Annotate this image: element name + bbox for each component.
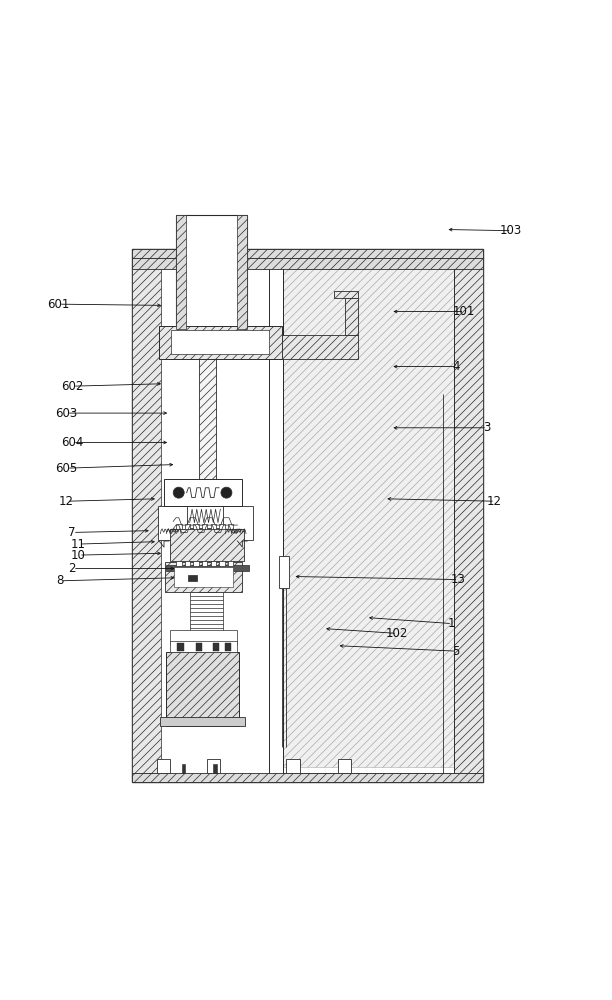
Bar xyxy=(170,630,237,644)
Bar xyxy=(237,215,247,329)
Text: 603: 603 xyxy=(55,407,77,420)
Bar xyxy=(334,291,358,298)
Bar xyxy=(196,643,202,651)
Text: 13: 13 xyxy=(450,573,465,586)
Bar xyxy=(164,479,242,506)
Text: 101: 101 xyxy=(453,305,475,318)
Bar xyxy=(283,258,454,773)
Text: 7: 7 xyxy=(69,526,76,539)
Text: 12: 12 xyxy=(487,495,502,508)
Bar xyxy=(176,215,247,329)
Text: 8: 8 xyxy=(56,574,64,587)
Bar xyxy=(185,524,190,529)
Bar xyxy=(166,652,239,726)
Circle shape xyxy=(221,487,232,498)
Text: 1: 1 xyxy=(448,617,455,630)
Bar xyxy=(286,759,300,773)
Bar xyxy=(188,575,197,581)
Bar xyxy=(165,562,242,592)
Bar xyxy=(228,524,233,529)
Bar xyxy=(177,643,184,651)
Circle shape xyxy=(173,487,184,498)
Bar xyxy=(187,504,223,528)
Bar xyxy=(176,561,182,566)
Bar xyxy=(132,258,483,269)
Bar xyxy=(176,215,186,329)
Bar xyxy=(158,506,253,540)
Bar xyxy=(193,561,199,566)
Bar xyxy=(225,643,231,651)
Bar xyxy=(185,561,190,566)
Bar xyxy=(171,330,269,354)
Text: 3: 3 xyxy=(483,421,490,434)
Bar xyxy=(211,561,216,566)
Bar xyxy=(160,717,245,726)
Bar xyxy=(132,773,483,782)
Bar xyxy=(213,764,217,773)
Text: 604: 604 xyxy=(61,436,83,449)
Bar xyxy=(219,561,225,566)
Bar xyxy=(182,764,185,773)
Bar xyxy=(132,249,161,773)
Text: 12: 12 xyxy=(59,495,73,508)
Bar xyxy=(207,759,220,773)
Text: 5: 5 xyxy=(452,645,460,658)
Bar xyxy=(454,249,483,773)
Text: 103: 103 xyxy=(500,224,522,237)
Text: 11: 11 xyxy=(71,538,86,551)
Bar xyxy=(228,561,233,566)
Bar xyxy=(170,529,244,561)
Bar xyxy=(279,556,289,588)
Text: 4: 4 xyxy=(452,360,460,373)
Bar xyxy=(211,524,216,529)
Bar xyxy=(166,565,249,571)
Text: 601: 601 xyxy=(47,298,69,311)
Bar xyxy=(283,264,454,767)
Bar xyxy=(199,243,216,592)
Bar xyxy=(202,561,207,566)
Text: 602: 602 xyxy=(61,380,83,393)
Text: 2: 2 xyxy=(69,562,76,575)
Bar xyxy=(159,326,282,359)
Bar xyxy=(176,524,182,529)
Text: 102: 102 xyxy=(386,627,408,640)
Bar xyxy=(213,643,219,651)
Bar xyxy=(219,524,225,529)
Bar xyxy=(345,298,358,335)
Bar xyxy=(157,759,170,773)
Bar xyxy=(132,249,483,782)
Text: 605: 605 xyxy=(55,462,77,475)
Bar xyxy=(282,335,358,359)
Bar xyxy=(170,641,237,652)
Text: 10: 10 xyxy=(71,549,86,562)
Bar xyxy=(174,567,233,587)
Bar xyxy=(338,759,351,773)
Bar xyxy=(193,524,199,529)
Bar xyxy=(202,524,207,529)
Bar xyxy=(132,249,483,258)
